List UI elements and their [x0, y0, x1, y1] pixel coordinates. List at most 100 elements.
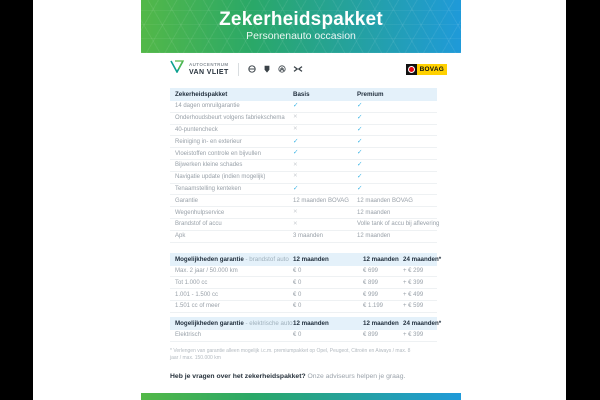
column-header-premium: Premium [357, 91, 384, 98]
row-label: Navigatie update (indien mogelijk) [175, 174, 266, 181]
electric-warranty-body: Elektrisch € 0 € 899 + € 399 [170, 330, 437, 342]
row-value: + € 399 [403, 279, 424, 286]
row-value: € 899 [363, 332, 379, 339]
column-header-12-maanden-basis: 12 maanden [293, 319, 329, 327]
row-label: Bijwerken kleine schades [175, 162, 243, 169]
row-value: ✕ [293, 208, 298, 215]
row-value: ✕ [293, 114, 298, 121]
row-label: Vloeistoffen controle en bijvullen [175, 150, 261, 157]
row-value: ✓ [357, 149, 363, 157]
row-value: € 0 [293, 279, 302, 286]
page-title: Zekerheidspakket [219, 9, 383, 30]
row-value: ✓ [357, 161, 363, 169]
row-value: + € 599 [403, 303, 424, 310]
table-row: Garantie 12 maanden BOVAG 12 maanden BOVAG [170, 195, 437, 208]
row-value: ✓ [357, 172, 363, 180]
row-value: + € 399 [403, 332, 424, 339]
row-value: ✓ [357, 102, 363, 110]
row-value: ✓ [293, 137, 299, 145]
row-label: 14 dagen omruilgarantie [175, 103, 240, 110]
zekerheidspakket-document: Zekerheidspakket Personenauto occasion A… [141, 0, 461, 400]
brand-logos [247, 65, 303, 73]
row-label: Tot 1.000 cc [175, 279, 208, 286]
row-label: Wegenhulpservice [175, 209, 225, 216]
row-value: ✓ [357, 184, 363, 192]
fuel-warranty-title: Mogelijkheden garantie - brandstof auto [175, 255, 289, 263]
row-label: Tenaamstelling kenteken [175, 185, 242, 192]
document-header: Zekerheidspakket Personenauto occasion [141, 0, 461, 53]
row-label: Garantie [175, 197, 199, 204]
row-value: ✓ [293, 149, 299, 157]
electric-warranty-table: Mogelijkheden garantie - elektrische aut… [170, 316, 441, 342]
row-value: € 0 [293, 291, 302, 298]
bovag-logo: BOVAG [405, 63, 447, 75]
peugeot-logo-icon [263, 65, 271, 73]
citroen-logo-icon [278, 65, 286, 73]
table-row: Reiniging in- en exterieur ✓ ✓ [170, 136, 437, 149]
table-row: Navigatie update (indien mogelijk) ✕ ✓ [170, 172, 437, 184]
page-subtitle: Personenauto occasion [246, 30, 356, 42]
dealer-logo: AUTOCENTRUM VAN VLIET [170, 60, 229, 78]
row-value: € 699 [363, 267, 379, 274]
viewer-canvas: Zekerheidspakket Personenauto occasion A… [33, 0, 566, 400]
column-header-12-maanden-premium: 12 maanden [363, 255, 399, 263]
footer-question-bold: Heb je vragen over het zekerheidspakket? [170, 372, 306, 380]
row-value: € 0 [293, 267, 302, 274]
table-row: 1.501 cc of meer € 0 € 1.199 + € 599 [170, 301, 437, 313]
aiways-logo-icon [293, 65, 303, 73]
bottom-gradient-bar [141, 393, 461, 400]
footer-question-light: Onze adviseurs helpen je graag. [305, 372, 406, 380]
package-table-body: 14 dagen omruilgarantie ✓ ✓ Onderhoudsbeurt… [170, 101, 439, 243]
row-value: ✕ [293, 161, 298, 168]
row-value: ✓ [357, 125, 363, 133]
table-row: Wegenhulpservice ✕ 12 maanden [170, 207, 437, 219]
table-row: Vloeistoffen controle en bijvullen ✓ ✓ [170, 148, 437, 160]
footnote: * Verlengen van garantie alleen mogelijk… [170, 347, 411, 361]
table-row: Tenaamstelling kenteken ✓ ✓ [170, 184, 437, 196]
row-label: Brandstof of accu [175, 221, 222, 228]
table-row: Onderhoudsbeurt volgens fabriekschema ✕ ✓ [170, 113, 437, 125]
row-label: Apk [175, 233, 186, 240]
row-value: ✓ [357, 113, 363, 121]
row-value: 12 maanden BOVAG [293, 197, 349, 204]
row-value: ✓ [293, 102, 299, 110]
dealer-name-bottom: VAN VLIET [189, 68, 229, 76]
column-header-12-maanden-basis: 12 maanden [293, 255, 329, 263]
opel-logo-icon [247, 65, 256, 73]
package-table-header: Zekerheidspakket Basis Premium [170, 88, 437, 101]
row-value: ✓ [293, 184, 299, 192]
logo-row: AUTOCENTRUM VAN VLIET [141, 53, 461, 85]
row-value: Volle tank of accu bij aflevering [357, 221, 440, 228]
row-value: € 899 [363, 279, 379, 286]
column-header-zekerheidspakket: Zekerheidspakket [175, 91, 228, 98]
fuel-warranty-table: Mogelijkheden garantie - brandstof auto … [170, 252, 441, 313]
left-black-bar [0, 0, 33, 400]
row-label: Onderhoudsbeurt volgens fabriekschema [175, 115, 285, 122]
table-row: Elektrisch € 0 € 899 + € 399 [170, 330, 437, 342]
row-value: ✕ [293, 126, 298, 133]
table-row: Max. 2 jaar / 50.000 km € 0 € 699 + € 299 [170, 266, 437, 278]
van-vliet-v-icon [170, 60, 185, 78]
row-value: € 999 [363, 291, 379, 298]
row-label: 1.501 cc of meer [175, 303, 220, 310]
row-value: ✓ [357, 137, 363, 145]
fuel-warranty-header: Mogelijkheden garantie - brandstof auto … [170, 252, 441, 266]
row-value: 12 maanden [357, 209, 391, 216]
table-row: 40-puntencheck ✕ ✓ [170, 125, 437, 137]
package-table: Zekerheidspakket Basis Premium 14 dagen … [170, 88, 439, 243]
row-value: + € 299 [403, 267, 424, 274]
row-value: 12 maanden BOVAG [357, 197, 413, 204]
column-header-basis: Basis [293, 91, 310, 98]
electric-warranty-title: Mogelijkheden garantie - elektrische aut… [175, 319, 293, 327]
table-row: Bijwerken kleine schades ✕ ✓ [170, 160, 437, 172]
dealer-name-top: AUTOCENTRUM [189, 61, 229, 67]
logo-divider [237, 62, 239, 76]
table-row: Apk 3 maanden 12 maanden [170, 231, 437, 243]
electric-warranty-header: Mogelijkheden garantie - elektrische aut… [170, 316, 441, 330]
fuel-warranty-body: Max. 2 jaar / 50.000 km € 0 € 699 + € 299 To… [170, 266, 437, 313]
table-row: Brandstof of accu ✕ Volle tank of accu bij… [170, 219, 439, 231]
table-row: 14 dagen omruilgarantie ✓ ✓ [170, 101, 437, 113]
row-label: 1.001 - 1.500 cc [175, 291, 219, 298]
bovag-label: BOVAG [416, 63, 447, 75]
row-value: € 0 [293, 332, 302, 339]
